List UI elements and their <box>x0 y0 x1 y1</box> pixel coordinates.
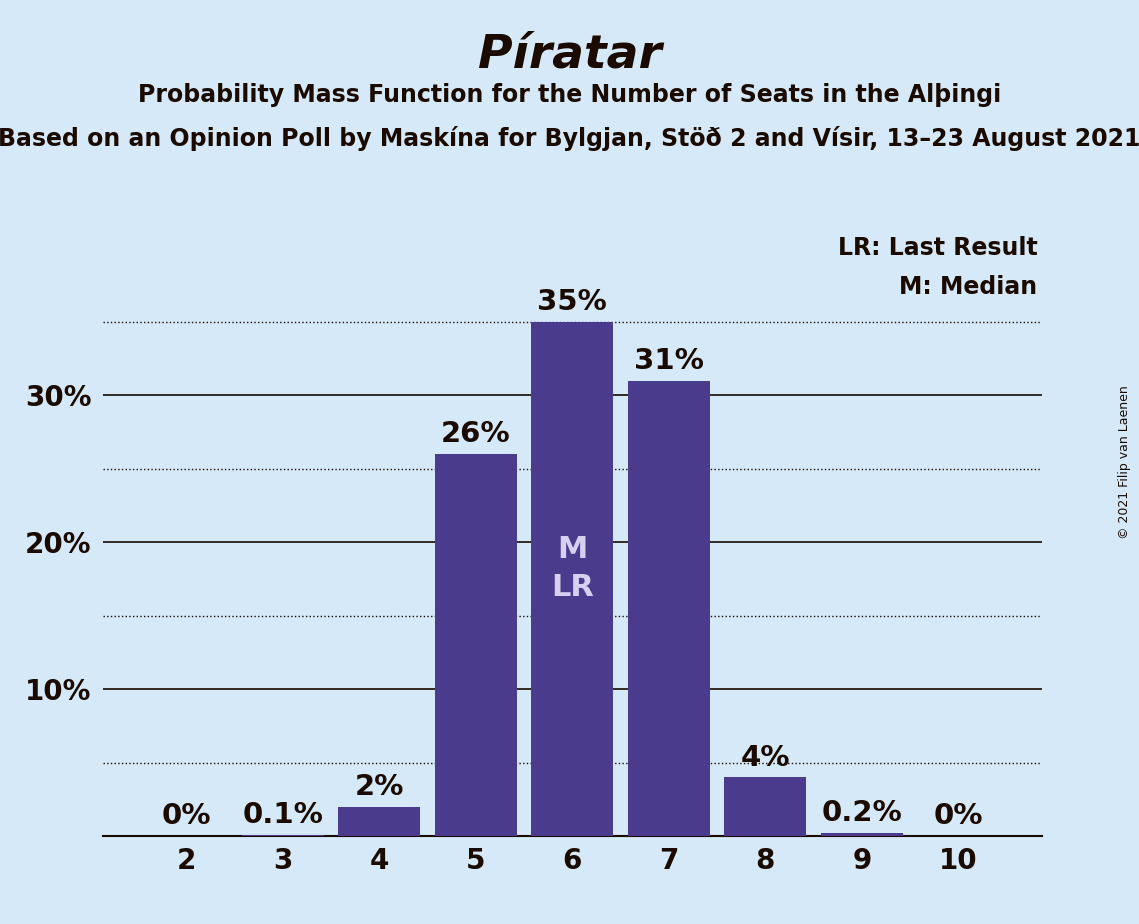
Text: Based on an Opinion Poll by Maskína for Bylgjan, Stöð 2 and Vísir, 13–23 August : Based on an Opinion Poll by Maskína for … <box>0 126 1139 151</box>
Text: M: Median: M: Median <box>900 275 1038 299</box>
Bar <box>821 833 903 836</box>
Text: 0%: 0% <box>934 802 983 831</box>
Text: 2%: 2% <box>354 773 404 801</box>
Text: 31%: 31% <box>634 346 704 375</box>
Text: 0.2%: 0.2% <box>821 799 902 827</box>
Bar <box>338 807 420 836</box>
Text: Píratar: Píratar <box>477 32 662 78</box>
Text: 4%: 4% <box>740 744 790 772</box>
Text: Probability Mass Function for the Number of Seats in the Alþingi: Probability Mass Function for the Number… <box>138 83 1001 107</box>
Bar <box>435 455 517 836</box>
Bar <box>724 777 806 836</box>
Text: 0%: 0% <box>162 802 211 831</box>
Text: © 2021 Filip van Laenen: © 2021 Filip van Laenen <box>1118 385 1131 539</box>
Text: 0.1%: 0.1% <box>243 801 323 829</box>
Text: 26%: 26% <box>441 420 510 448</box>
Bar <box>531 322 614 836</box>
Bar <box>241 834 323 836</box>
Text: 35%: 35% <box>538 288 607 316</box>
Text: M
LR: M LR <box>551 535 593 602</box>
Bar <box>628 381 710 836</box>
Text: LR: Last Result: LR: Last Result <box>838 236 1038 260</box>
